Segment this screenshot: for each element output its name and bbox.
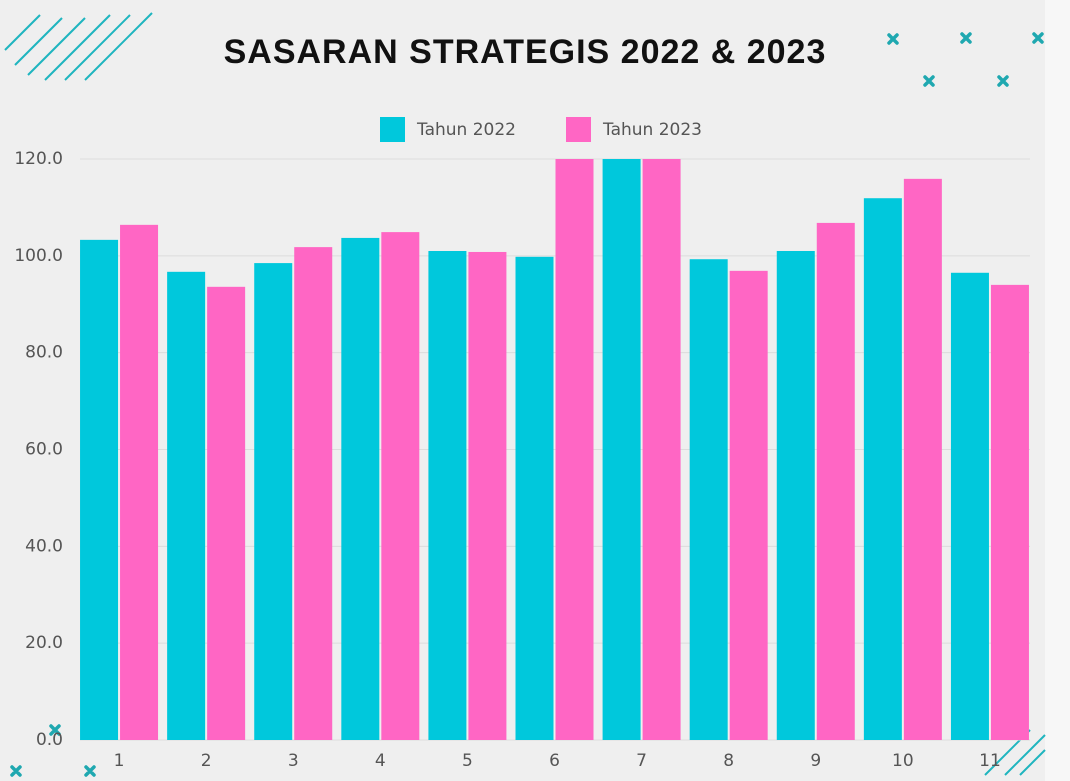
bar (555, 159, 594, 740)
y-tick-label: 120.0 (14, 149, 63, 169)
chart-title: SASARAN STRATEGIS 2022 & 2023 (224, 33, 827, 71)
bar (990, 284, 1029, 740)
y-tick-label: 100.0 (14, 246, 63, 266)
bar (689, 259, 728, 740)
bar (816, 222, 855, 740)
y-tick-label: 0.0 (36, 730, 63, 750)
y-tick-label: 80.0 (25, 343, 63, 363)
bar (602, 159, 641, 740)
bar (207, 286, 246, 740)
y-tick-label: 20.0 (25, 633, 63, 653)
x-tick-label: 7 (636, 751, 647, 771)
side-strip (1045, 0, 1070, 781)
legend-swatch (380, 117, 405, 142)
bar (515, 256, 554, 740)
bar (381, 232, 420, 740)
x-tick-label: 1 (114, 751, 125, 771)
legend-label: Tahun 2022 (416, 120, 516, 140)
x-tick-label: 4 (375, 751, 386, 771)
bar (80, 239, 119, 740)
decoration (4, 12, 1046, 777)
bar (863, 198, 902, 740)
legend-label: Tahun 2023 (602, 120, 702, 140)
bar (729, 270, 768, 740)
bar (120, 224, 159, 740)
bar (776, 250, 815, 740)
bar (903, 178, 942, 740)
y-tick-label: 40.0 (25, 536, 63, 556)
bar (341, 237, 380, 740)
bar (642, 159, 681, 740)
legend-swatch (566, 117, 591, 142)
bar (294, 247, 333, 740)
x-tick-label: 11 (979, 751, 1001, 771)
x-tick-label: 5 (462, 751, 473, 771)
bar (468, 251, 507, 740)
bar (167, 271, 206, 740)
x-tick-label: 3 (288, 751, 299, 771)
bar (254, 263, 293, 740)
bar (428, 250, 467, 740)
x-tick-label: 9 (810, 751, 821, 771)
x-tick-label: 8 (723, 751, 734, 771)
bar (950, 272, 989, 740)
x-tick-label: 10 (892, 751, 914, 771)
y-tick-label: 60.0 (25, 440, 63, 460)
x-tick-label: 2 (201, 751, 212, 771)
x-tick-label: 6 (549, 751, 560, 771)
